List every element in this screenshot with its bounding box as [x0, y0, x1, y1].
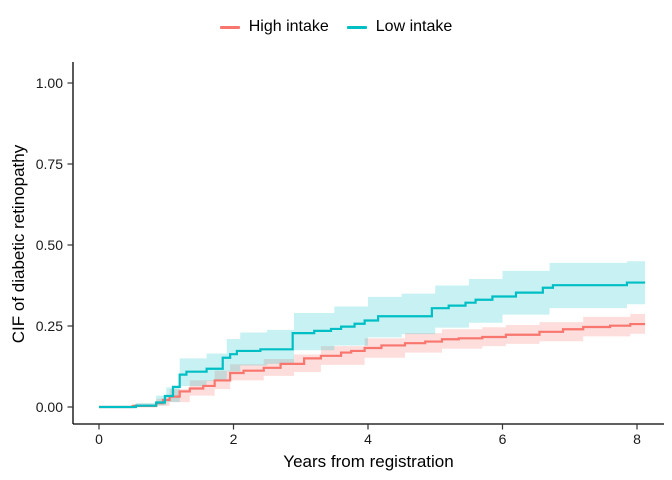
y-tick-label: 0.25: [36, 318, 63, 334]
high-intake-ci-band: [99, 314, 646, 407]
x-tick-label: 0: [95, 431, 103, 447]
legend-item-low-intake: Low intake: [346, 18, 453, 35]
legend: High intake Low intake: [0, 14, 672, 40]
high-intake-legend-label: High intake: [248, 18, 329, 35]
x-tick-label: 6: [499, 431, 507, 447]
legend-item-high-intake: High intake: [219, 18, 329, 35]
x-tick-label: 4: [364, 431, 372, 447]
y-tick-label: 0.75: [36, 156, 63, 172]
high-intake-key-line: [219, 25, 240, 29]
y-tick-label: 1.00: [36, 75, 63, 91]
x-axis-title: Years from registration: [283, 452, 454, 471]
low-intake-legend-label: Low intake: [375, 18, 453, 35]
y-tick-label: 0.00: [36, 399, 63, 415]
y-tick-label: 0.50: [36, 237, 63, 253]
low-intake-curve: [99, 281, 646, 409]
x-tick-label: 8: [633, 431, 641, 447]
x-tick-label: 2: [230, 431, 238, 447]
high-intake-curve: [99, 322, 646, 409]
low-intake-key-line: [346, 25, 367, 29]
